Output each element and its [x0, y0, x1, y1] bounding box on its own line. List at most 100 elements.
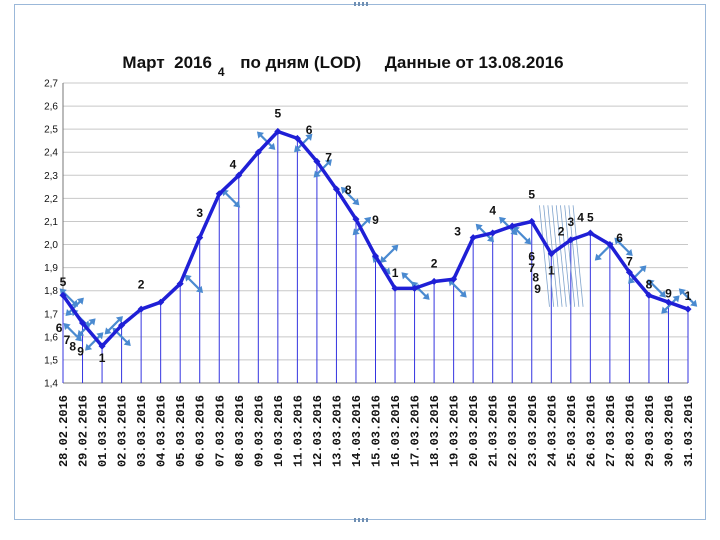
- y-tick-label: 2,7: [44, 79, 58, 90]
- point-annotation: 7: [528, 261, 535, 275]
- data-point: [98, 342, 106, 350]
- series: [59, 127, 692, 350]
- point-annotation: 3: [196, 206, 203, 220]
- point-annotation: 7: [626, 254, 633, 268]
- x-tick-label: 14.03.2016: [350, 395, 364, 467]
- hatch-line: [568, 205, 580, 307]
- x-tick-label: 20.03.2016: [467, 395, 481, 467]
- x-tick-label: 29.03.2016: [643, 395, 657, 467]
- point-annotation: 7: [325, 150, 332, 164]
- double-arrow-marker: [512, 226, 532, 245]
- x-tick-label: 27.03.2016: [604, 395, 618, 467]
- x-tick-label: 19.03.2016: [448, 395, 462, 467]
- point-annotation: 1: [685, 289, 692, 303]
- data-point: [293, 134, 301, 142]
- double-arrow-marker: [65, 297, 84, 317]
- point-annotation: 2: [138, 277, 145, 291]
- point-annotation: 2: [558, 224, 565, 238]
- x-tick-label: 30.03.2016: [662, 395, 676, 467]
- double-arrow-marker: [256, 131, 276, 150]
- data-point: [567, 236, 575, 244]
- y-tick-label: 1,5: [44, 355, 58, 366]
- data-point: [450, 275, 458, 283]
- data-point: [352, 215, 360, 223]
- data-point: [313, 157, 321, 165]
- hatch-line: [560, 205, 571, 307]
- y-tick-label: 1,9: [44, 263, 58, 274]
- x-tick-label: 22.03.2016: [506, 395, 520, 467]
- x-tick-label: 18.03.2016: [428, 395, 442, 467]
- data-point: [645, 291, 653, 299]
- point-annotation: 5: [275, 107, 282, 121]
- x-tick-label: 09.03.2016: [252, 395, 266, 467]
- point-annotation: 9: [77, 344, 84, 358]
- x-tick-label: 08.03.2016: [233, 395, 247, 467]
- double-arrow-marker: [628, 265, 647, 284]
- resize-handle-top[interactable]: [354, 2, 368, 6]
- data-point: [274, 127, 282, 135]
- double-arrow-marker: [63, 323, 82, 342]
- data-point: [411, 284, 419, 292]
- data-point: [547, 250, 555, 258]
- point-annotation: 5: [528, 187, 535, 201]
- data-point: [332, 185, 340, 193]
- x-tick-label: 24.03.2016: [545, 395, 559, 467]
- data-point: [469, 234, 477, 242]
- data-point: [157, 298, 165, 306]
- hatch-line: [564, 205, 576, 307]
- resize-handle-bottom[interactable]: [354, 518, 368, 522]
- double-arrow-marker: [340, 186, 360, 206]
- data-point: [59, 291, 67, 299]
- x-tick-label: 07.03.2016: [213, 395, 227, 467]
- hatch-line: [543, 205, 555, 307]
- hatch-line: [551, 205, 563, 307]
- data-point: [528, 217, 536, 225]
- point-annotation: 1: [392, 266, 399, 280]
- hatch-line: [572, 205, 584, 307]
- data-point: [684, 305, 692, 313]
- double-arrow-marker: [379, 244, 399, 263]
- point-annotation: 4: [218, 65, 225, 79]
- y-tick-label: 2,0: [44, 240, 58, 251]
- y-tick-label: 2,6: [44, 102, 58, 113]
- double-arrow-marker: [678, 288, 698, 307]
- point-annotation: 5: [60, 275, 67, 289]
- x-tick-label: 17.03.2016: [409, 395, 423, 467]
- point-annotation: 8: [532, 270, 539, 284]
- x-tick-label: 31.03.2016: [682, 395, 696, 467]
- x-tick-label: 04.03.2016: [155, 395, 169, 467]
- x-tick-label: 15.03.2016: [370, 395, 384, 467]
- point-annotation: 6: [616, 231, 623, 245]
- data-point: [625, 268, 633, 276]
- chart-title: Март 2016 по дням (LOD) Данные от 13.08.…: [122, 53, 563, 72]
- x-tick-label: 25.03.2016: [565, 395, 579, 467]
- x-tick-label: 10.03.2016: [272, 395, 286, 467]
- point-annotation: 2: [431, 257, 438, 271]
- point-annotation: 6: [306, 123, 313, 137]
- y-tick-label: 2,3: [44, 171, 58, 182]
- point-annotation: 8: [69, 340, 76, 354]
- x-tick-label: 28.03.2016: [623, 395, 637, 467]
- point-annotation: 3: [567, 215, 574, 229]
- data-point: [664, 298, 673, 306]
- point-annotation: 7: [64, 333, 71, 347]
- x-tick-label: 02.03.2016: [116, 395, 130, 467]
- point-annotation: 9: [534, 282, 541, 296]
- x-tick-label: 01.03.2016: [96, 395, 110, 467]
- double-arrow-marker: [475, 223, 495, 243]
- double-arrow-marker: [184, 274, 204, 293]
- data-point: [215, 190, 223, 198]
- data-point: [508, 222, 516, 230]
- axes: 1,4 1,5 1,6 1,7 1,8 1,9 2,0 2,1 2,2 2,3 2,4 2,5 2,6 2…: [44, 79, 696, 468]
- y-tick-label: 2,4: [44, 148, 58, 159]
- point-annotation: 8: [345, 183, 352, 197]
- x-tick-label: 23.03.2016: [526, 395, 540, 467]
- double-arrow-marker: [85, 332, 104, 351]
- y-tick-label: 1,7: [44, 309, 58, 320]
- point-annotation: 8: [646, 277, 653, 291]
- hatch-line: [547, 205, 559, 307]
- y-tick-label: 1,6: [44, 332, 58, 343]
- x-tick-label: 13.03.2016: [330, 395, 344, 467]
